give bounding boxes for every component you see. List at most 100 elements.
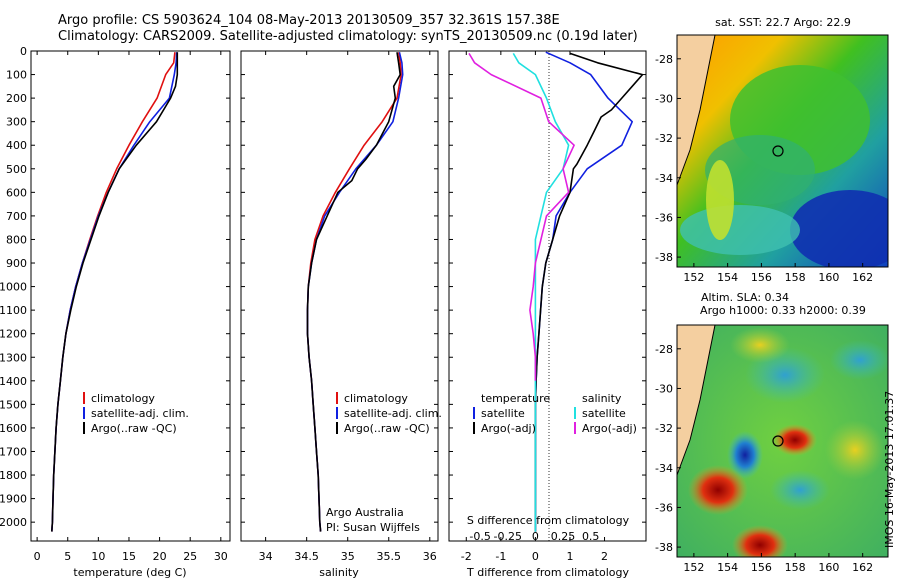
x-tick-label: 35.5 bbox=[377, 550, 402, 563]
map-x-tick-label: 156 bbox=[751, 561, 772, 574]
s-tick-label: 0.5 bbox=[582, 530, 600, 543]
map-y-tick-label: -38 bbox=[655, 541, 673, 554]
x-tick-label: 0 bbox=[532, 550, 539, 563]
legend-label-argo: Argo(..raw -QC) bbox=[91, 422, 177, 435]
s-tick-label: 0 bbox=[532, 530, 539, 543]
x-tick-label: 10 bbox=[91, 550, 105, 563]
salinity-axes bbox=[240, 50, 439, 542]
y-tick-label: 1100 bbox=[0, 304, 27, 317]
s-tick-label: 0.25 bbox=[551, 530, 576, 543]
x-tick-label: 2 bbox=[601, 550, 608, 563]
annotation-pi: PI: Susan Wijffels bbox=[326, 521, 420, 534]
y-tick-label: 0 bbox=[20, 45, 27, 58]
legend-label-s-argo: Argo(-adj) bbox=[582, 422, 637, 435]
x-tick-label: 5 bbox=[64, 550, 71, 563]
map-y-tick-label: -28 bbox=[655, 53, 673, 66]
legend-header-salinity: salinity bbox=[582, 392, 622, 405]
y-tick-label: 900 bbox=[6, 257, 27, 270]
x-tick-label: 15 bbox=[122, 550, 136, 563]
y-tick-label: 500 bbox=[6, 163, 27, 176]
x-tick-label: 20 bbox=[153, 550, 167, 563]
map-y-tick-label: -36 bbox=[655, 501, 673, 514]
y-tick-label: 1900 bbox=[0, 493, 27, 506]
y-tick-label: 200 bbox=[6, 92, 27, 105]
map-y-tick-label: -28 bbox=[655, 343, 673, 356]
map-y-tick-label: -36 bbox=[655, 211, 673, 224]
map-x-tick-label: 156 bbox=[751, 271, 772, 284]
y-tick-label: 1500 bbox=[0, 398, 27, 411]
x-tick-label: 30 bbox=[214, 550, 228, 563]
map-x-tick-label: 152 bbox=[683, 271, 704, 284]
y-tick-label: 1600 bbox=[0, 422, 27, 435]
salinity-xlabel: salinity bbox=[319, 566, 359, 579]
map-x-tick-label: 160 bbox=[818, 271, 839, 284]
x-tick-label: 25 bbox=[183, 550, 197, 563]
annotation-argo-australia: Argo Australia bbox=[326, 506, 404, 519]
legend-label-climatology: climatology bbox=[91, 392, 155, 405]
series-line-satellite bbox=[512, 52, 570, 532]
y-tick-label: 300 bbox=[6, 116, 27, 129]
legend-label-argo: Argo(..raw -QC) bbox=[344, 422, 430, 435]
s-tick-label: -0.25 bbox=[494, 530, 522, 543]
x-tick-label: -2 bbox=[461, 550, 472, 563]
sla-map-frame bbox=[676, 324, 889, 558]
y-tick-label: 100 bbox=[6, 69, 27, 82]
y-tick-label: 1000 bbox=[0, 281, 27, 294]
salinity-legend: climatology satellite-adj. clim. Argo(..… bbox=[336, 392, 442, 435]
difference-xlabel: T difference from climatology bbox=[466, 566, 629, 579]
map-y-tick-label: -30 bbox=[655, 382, 673, 395]
sla-map-title: Altim. SLA: 0.34 bbox=[701, 291, 789, 304]
sst-argo-marker bbox=[772, 145, 784, 157]
legend-label-t-satellite: satellite bbox=[481, 407, 525, 420]
sla-map-subtitle: Argo h1000: 0.33 h2000: 0.39 bbox=[700, 304, 866, 317]
sst-map-frame bbox=[676, 34, 889, 268]
profile-title: Argo profile: CS 5903624_104 08-May-2013… bbox=[58, 13, 560, 28]
y-tick-label: 1700 bbox=[0, 445, 27, 458]
series-line-argo-adj bbox=[468, 52, 575, 381]
y-tick-label: 600 bbox=[6, 186, 27, 199]
x-tick-label: 34.5 bbox=[294, 550, 319, 563]
x-tick-label: 0 bbox=[34, 550, 41, 563]
temperature-axes bbox=[30, 50, 231, 542]
legend-label-satellite: satellite-adj. clim. bbox=[344, 407, 442, 420]
y-tick-label: 1300 bbox=[0, 351, 27, 364]
s-tick-label: -0.5 bbox=[469, 530, 490, 543]
difference-legend: temperature salinity satellite Argo(-adj… bbox=[473, 392, 637, 435]
series-line-argo-raw-qc bbox=[306, 52, 402, 532]
legend-header-temperature: temperature bbox=[481, 392, 550, 405]
x-tick-label: 35 bbox=[341, 550, 355, 563]
y-tick-label: 1200 bbox=[0, 328, 27, 341]
x-tick-label: 1 bbox=[566, 550, 573, 563]
timestamp-stamp: IMOS 16-May-2013 17:01:37 bbox=[883, 391, 896, 548]
temperature-legend: climatology satellite-adj. clim. Argo(..… bbox=[83, 392, 189, 435]
series-line-argo-raw-qc bbox=[51, 52, 179, 532]
sst-map bbox=[677, 35, 888, 267]
sst-map-title: sat. SST: 22.7 Argo: 22.9 bbox=[715, 16, 851, 29]
map-y-tick-label: -32 bbox=[655, 132, 673, 145]
map-x-tick-label: 158 bbox=[785, 271, 806, 284]
y-tick-label: 800 bbox=[6, 233, 27, 246]
map-x-tick-label: 154 bbox=[717, 561, 738, 574]
map-x-tick-label: 162 bbox=[852, 561, 873, 574]
map-y-tick-label: -32 bbox=[655, 422, 673, 435]
climatology-title: Climatology: CARS2009. Satellite-adjuste… bbox=[58, 29, 638, 44]
y-tick-label: 400 bbox=[6, 139, 27, 152]
difference-axes bbox=[448, 50, 647, 542]
legend-label-t-argo: Argo(-adj) bbox=[481, 422, 536, 435]
map-y-tick-label: -34 bbox=[655, 172, 673, 185]
x-tick-label: -1 bbox=[495, 550, 506, 563]
map-x-tick-label: 154 bbox=[717, 271, 738, 284]
legend-label-climatology: climatology bbox=[344, 392, 408, 405]
y-tick-label: 700 bbox=[6, 210, 27, 223]
sla-argo-marker bbox=[772, 435, 784, 447]
sla-map bbox=[677, 325, 888, 557]
legend-label-s-satellite: satellite bbox=[582, 407, 626, 420]
y-tick-label: 1400 bbox=[0, 375, 27, 388]
map-x-tick-label: 160 bbox=[818, 561, 839, 574]
y-tick-label: 2000 bbox=[0, 516, 27, 529]
map-x-tick-label: 152 bbox=[683, 561, 704, 574]
temperature-xlabel: temperature (deg C) bbox=[73, 566, 186, 579]
map-x-tick-label: 158 bbox=[785, 561, 806, 574]
map-y-tick-label: -34 bbox=[655, 462, 673, 475]
